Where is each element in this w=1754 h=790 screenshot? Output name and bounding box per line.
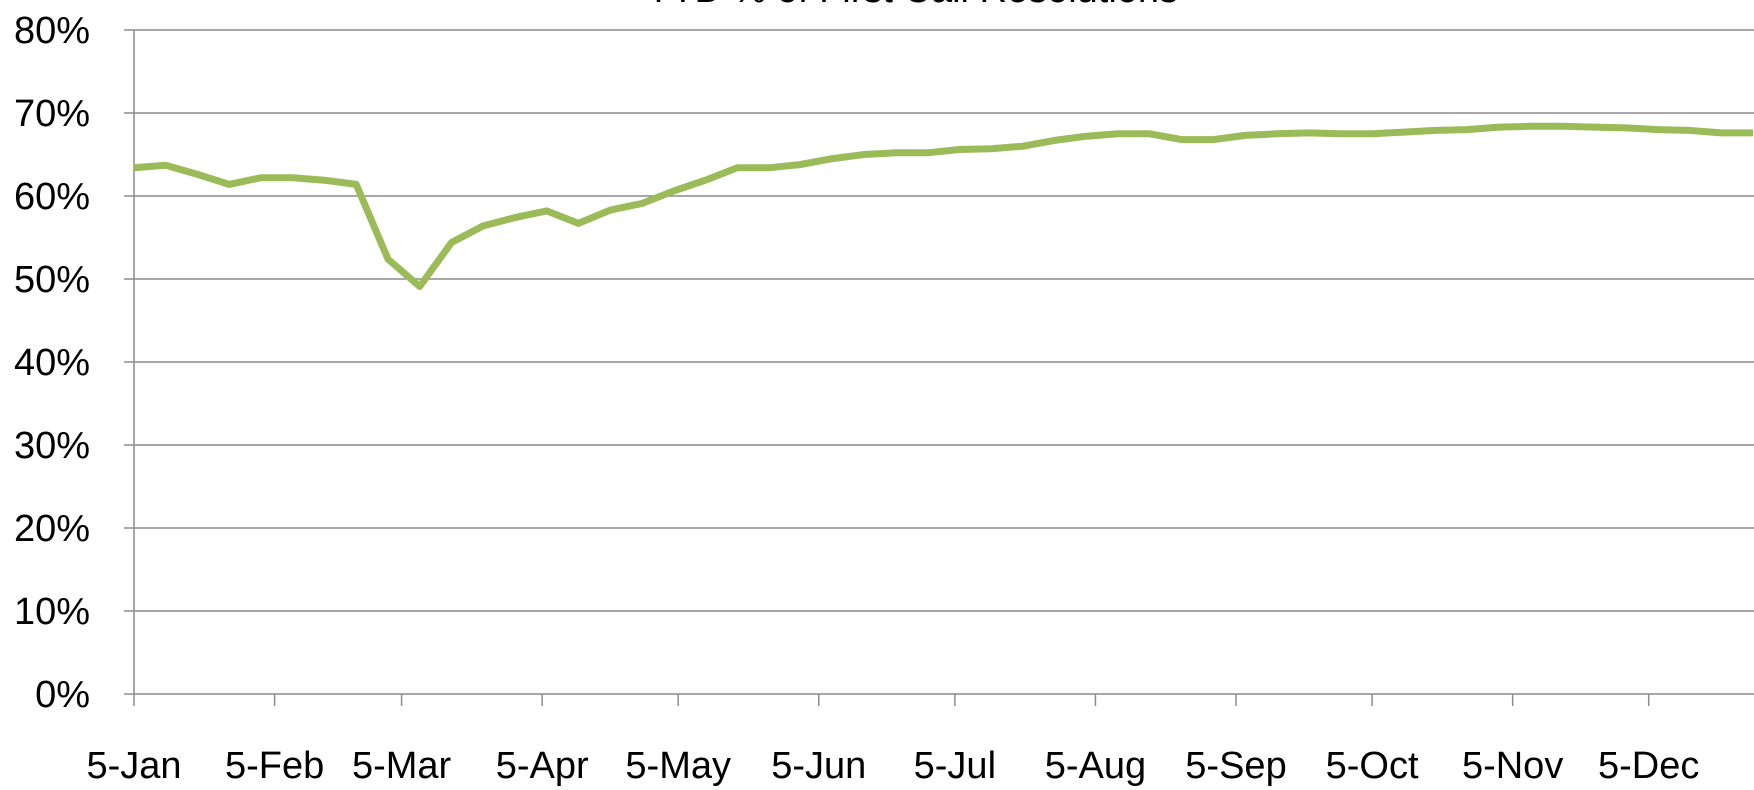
x-tick-label: 5-Jul (914, 745, 996, 787)
x-tick-label: 5-Mar (352, 745, 452, 787)
y-tick-label: 50% (14, 259, 90, 301)
x-tick-label: 5-Nov (1462, 745, 1563, 787)
y-tick-label: 40% (14, 342, 90, 384)
x-tick-label: 5-Jun (771, 745, 866, 787)
y-tick-label: 10% (14, 591, 90, 633)
chart-title: YTD % of First Call Resolutions (646, 0, 1178, 11)
x-tick-label: 5-Oct (1326, 745, 1419, 787)
x-tick-label: 5-Aug (1045, 745, 1146, 787)
y-tick-label: 60% (14, 176, 90, 218)
x-tick-label: 5-Apr (496, 745, 589, 787)
x-tick-label: 5-Feb (225, 745, 324, 787)
x-tick-label: 5-Jan (86, 745, 181, 787)
x-tick-label: 5-May (625, 745, 731, 787)
x-tick-label: 5-Sep (1185, 745, 1286, 787)
y-tick-label: 0% (35, 674, 90, 716)
y-tick-label: 70% (14, 93, 90, 135)
y-tick-label: 80% (14, 10, 90, 52)
data-line (133, 122, 1753, 290)
y-tick-label: 30% (14, 425, 90, 467)
y-tick-label: 20% (14, 508, 90, 550)
x-tick-label: 5-Dec (1598, 745, 1699, 787)
